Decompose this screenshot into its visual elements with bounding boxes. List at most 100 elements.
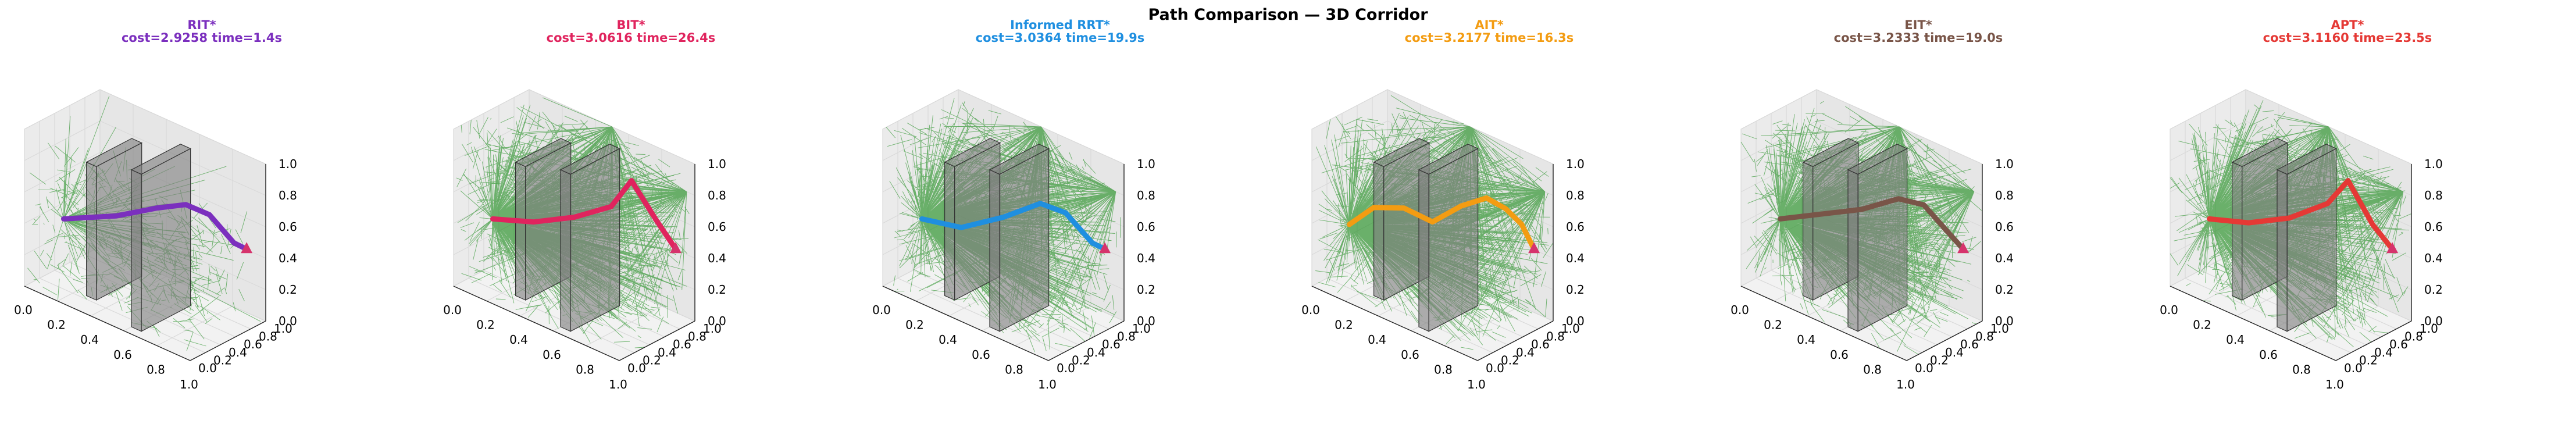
panel-4: AIT*cost=3.2177 time=16.3s0.00.20.40.60.… <box>1301 18 1585 391</box>
z-tick-label: 1.0 <box>708 157 726 171</box>
z-tick-label: 1.0 <box>1995 157 2014 171</box>
box-front <box>2277 169 2288 332</box>
z-tick-label: 1.0 <box>1566 157 1585 171</box>
y-tick-label: 0.0 <box>1915 361 1933 375</box>
z-tick-label: 0.4 <box>1137 251 1155 265</box>
figure-title: Path Comparison — 3D Corridor <box>1148 6 1428 24</box>
y-tick-label: 0.0 <box>2344 361 2363 375</box>
grid-line <box>1444 305 1521 346</box>
x-tick-label: 0.0 <box>2160 303 2178 317</box>
x-tick-label: 0.8 <box>147 362 165 376</box>
panel-title-stats: cost=2.9258 time=1.4s <box>122 31 282 45</box>
panel-title-name: EIT* <box>1904 18 1932 32</box>
z-tick-label: 0.2 <box>2424 283 2443 297</box>
x-axis-line <box>24 286 191 361</box>
z-tick-label: 1.0 <box>1137 157 1155 171</box>
x-tick-label: 0.0 <box>443 303 462 317</box>
box-front <box>2232 161 2243 301</box>
x-tick-label: 0.2 <box>476 318 495 332</box>
y-tick-label: 0.2 <box>1072 353 1090 367</box>
grid-line <box>2170 89 2246 130</box>
box-side <box>999 148 1050 332</box>
y-tick-label: 0.2 <box>213 353 232 367</box>
obstacle-wall-1 <box>1802 138 1860 301</box>
x-tick-label: 0.4 <box>1368 333 1386 347</box>
x-tick-label: 0.0 <box>1301 303 1320 317</box>
z-tick-label: 0.2 <box>279 283 297 297</box>
z-tick-label: 0.6 <box>1566 220 1585 234</box>
grid-line <box>468 277 635 353</box>
x-tick-label: 1.0 <box>1467 377 1486 391</box>
grid-line <box>453 120 530 161</box>
goal-marker <box>2386 242 2399 254</box>
y-tick-label: 0.6 <box>244 337 262 351</box>
z-tick-label: 0.8 <box>1995 188 2014 202</box>
box-front <box>1847 169 1858 332</box>
goal-marker <box>241 242 253 254</box>
x-tick-label: 0.4 <box>939 333 957 347</box>
x-axis-line <box>1311 286 1478 361</box>
z-tick-label: 0.6 <box>2424 220 2443 234</box>
panel-title-stats: cost=3.0364 time=19.9s <box>976 31 1145 45</box>
z-tick-label: 0.0 <box>1995 314 2014 328</box>
y-tick-label: 0.8 <box>1546 330 1565 344</box>
z-tick-label: 0.8 <box>279 188 297 202</box>
y-tick-label: 0.0 <box>1057 361 1075 375</box>
z-tick-label: 0.0 <box>1137 314 1155 328</box>
z-tick-label: 0.8 <box>1566 188 1585 202</box>
box-side <box>141 148 191 332</box>
y-tick-label: 0.0 <box>627 361 646 375</box>
grid-line <box>586 305 662 346</box>
z-tick-label: 0.0 <box>708 314 726 328</box>
z-tick-label: 0.6 <box>708 220 726 234</box>
x-tick-label: 0.6 <box>1830 348 1849 362</box>
x-tick-label: 0.6 <box>113 348 132 362</box>
grid-line <box>2302 305 2379 346</box>
panel-3: Informed RRT*cost=3.0364 time=19.9s0.00.… <box>872 18 1155 391</box>
panel-title-stats: cost=3.2333 time=19.0s <box>1834 31 2003 45</box>
grid-line <box>2170 120 2246 161</box>
z-tick-label: 0.4 <box>279 251 297 265</box>
goal-marker <box>1099 242 1111 254</box>
y-tick-label: 0.0 <box>1486 361 1504 375</box>
grid-line <box>882 89 959 130</box>
grid-line <box>1740 89 1817 130</box>
panels: RIT*cost=2.9258 time=1.4s0.00.20.40.60.8… <box>14 18 2443 391</box>
grid-line <box>99 89 266 165</box>
x-tick-label: 0.4 <box>2226 333 2245 347</box>
x-tick-label: 0.4 <box>80 333 99 347</box>
grid-line <box>24 120 101 161</box>
y-axis-line <box>190 320 266 361</box>
panel-6: APT*cost=3.1160 time=23.5s0.00.20.40.60.… <box>2160 18 2443 391</box>
panel-title-stats: cost=3.1160 time=23.5s <box>2263 31 2432 45</box>
x-tick-label: 0.0 <box>872 303 891 317</box>
x-tick-label: 0.2 <box>1335 318 1353 332</box>
x-axis-line <box>2170 286 2336 361</box>
x-tick-label: 0.2 <box>2193 318 2211 332</box>
x-tick-label: 0.2 <box>905 318 924 332</box>
box-front <box>560 169 571 332</box>
box-front <box>131 169 142 332</box>
grid-line <box>897 277 1064 353</box>
solution-path <box>2207 178 2395 252</box>
y-axis-line <box>619 320 695 361</box>
solution-path <box>1778 196 1966 252</box>
box-front <box>944 161 955 301</box>
x-tick-label: 0.8 <box>1005 362 1023 376</box>
x-axis-line <box>882 286 1049 361</box>
z-tick-label: 0.0 <box>2424 314 2443 328</box>
grid-line <box>156 305 233 346</box>
box-front <box>1418 169 1429 332</box>
y-tick-label: 1.0 <box>274 322 292 336</box>
x-tick-label: 0.2 <box>1764 318 1782 332</box>
y-tick-label: 1.0 <box>1561 322 1580 336</box>
box-side <box>570 148 620 332</box>
grid-line <box>2185 277 2352 353</box>
x-tick-label: 0.8 <box>1863 362 1882 376</box>
box-front <box>86 161 97 301</box>
solution-path <box>1346 195 1537 252</box>
panel-title-stats: cost=3.0616 time=26.4s <box>547 31 716 45</box>
x-tick-label: 0.8 <box>1434 362 1453 376</box>
z-tick-label: 0.4 <box>1995 251 2014 265</box>
